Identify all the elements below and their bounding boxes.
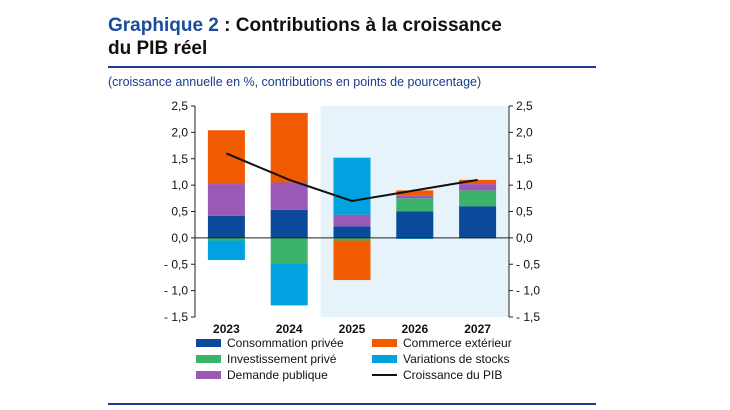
bar-segment: [270, 112, 308, 183]
bar-segment: [459, 184, 497, 191]
chart-title: Graphique 2 : Contributions à la croissa…: [108, 14, 502, 60]
x-category-label: 2025: [339, 322, 366, 336]
y-tick-label-left: 2,0: [171, 125, 188, 139]
legend-label: Demande publique: [227, 368, 328, 382]
legend-swatch: [196, 371, 221, 379]
bar-segment: [333, 237, 371, 241]
bar-segment: [459, 179, 497, 185]
bar-segment: [207, 240, 245, 261]
bar-segment: [207, 184, 245, 216]
chart-subtitle: (croissance annuelle en %, contributions…: [108, 75, 482, 89]
chart-number: Graphique 2: [108, 15, 219, 36]
bar-segment: [459, 190, 497, 207]
legend-swatch: [196, 339, 221, 347]
bar-segment: [396, 190, 434, 196]
y-tick-label-left: - 1,0: [164, 284, 188, 298]
bar-segment: [207, 237, 245, 241]
y-tick-label-left: 1,5: [171, 152, 188, 166]
gdp-growth-line: [226, 152, 478, 202]
bar-segment: [270, 237, 308, 264]
title-line-1: Contributions à la croissance: [235, 15, 502, 36]
x-category-label: 2026: [401, 322, 428, 336]
bar-segment: [270, 209, 308, 238]
bar-segment: [270, 263, 308, 306]
bar-segment: [333, 226, 371, 238]
y-tick-label-right: 0,5: [516, 205, 533, 219]
legend-swatch: [372, 339, 397, 347]
legend-label: Consommation privée: [227, 336, 344, 350]
bar-segment: [396, 237, 434, 239]
y-tick-label-right: 1,5: [516, 152, 533, 166]
legend-label: Variations de stocks: [403, 352, 510, 366]
y-tick-label-left: 0,5: [171, 205, 188, 219]
title-separator: :: [218, 15, 236, 36]
bottom-divider: [108, 403, 596, 405]
legend-label: Commerce extérieur: [403, 336, 512, 350]
y-tick-label-left: - 0,5: [164, 257, 188, 271]
x-category-label: 2023: [213, 322, 240, 336]
y-tick-label-left: - 1,5: [164, 310, 188, 324]
y-tick-label-left: 2,5: [171, 99, 188, 113]
legend-swatch: [196, 355, 221, 363]
y-tick-label-right: 0,0: [516, 231, 533, 245]
y-tick-label-right: - 1,0: [516, 284, 540, 298]
y-tick-label-left: 0,0: [171, 231, 188, 245]
y-tick-label-right: 2,0: [516, 125, 533, 139]
y-tick-label-right: 2,5: [516, 99, 533, 113]
bar-segment: [333, 157, 371, 215]
y-tick-label-right: - 0,5: [516, 257, 540, 271]
top-divider: [108, 66, 596, 68]
y-tick-label-right: - 1,5: [516, 310, 540, 324]
bar-segment: [333, 240, 371, 281]
y-tick-label-right: 1,0: [516, 178, 533, 192]
bar-segment: [396, 211, 434, 238]
bar-segment: [207, 215, 245, 238]
x-category-label: 2024: [276, 322, 303, 336]
legend-swatch: [372, 355, 397, 363]
bar-segment: [396, 195, 434, 199]
y-tick-label-left: 1,0: [171, 178, 188, 192]
bar-segment: [459, 206, 497, 238]
title-line-2: du PIB réel: [108, 38, 208, 59]
bar-segment: [270, 182, 308, 210]
bar-segment: [207, 130, 245, 185]
bar-segment: [333, 214, 371, 227]
bar-segment: [396, 198, 434, 212]
legend-label: Investissement privé: [227, 352, 337, 366]
legend-label: Croissance du PIB: [403, 368, 502, 382]
x-category-label: 2027: [464, 322, 491, 336]
